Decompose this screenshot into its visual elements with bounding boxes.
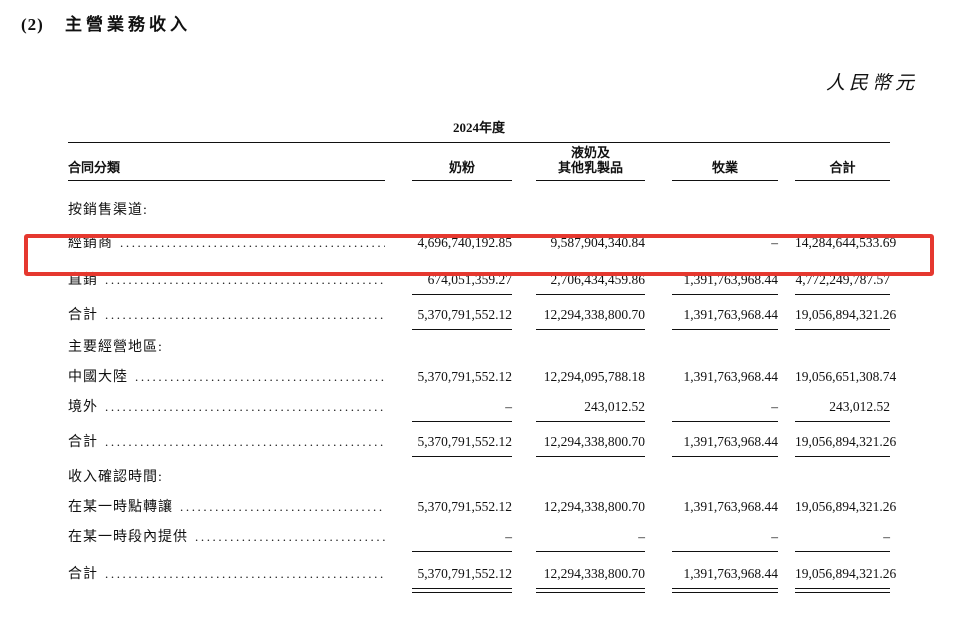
cell-ranching: 1,391,763,968.44 [672, 564, 778, 593]
table-row-over-time: 在某一時段內提供 – – – – [68, 527, 890, 552]
row-label: 中國大陸 [68, 367, 385, 388]
page-heading: (2) 主營業務收入 [21, 10, 191, 35]
table-row-overseas: 境外 – 243,012.52 – 243,012.52 [68, 397, 890, 422]
col-header-contract-classification: 合同分類 [68, 160, 385, 181]
cell-total: 243,012.52 [795, 397, 890, 422]
cell-ranching: 1,391,763,968.44 [683, 499, 779, 514]
cell-liquid-milk: 2,706,434,459.86 [536, 270, 645, 295]
leader-dots [105, 432, 385, 452]
cell-milk-powder: 5,370,791,552.12 [412, 305, 512, 330]
table-row-distributors: 經銷商 4,696,740,192.85 9,587,904,340.84 – … [68, 233, 897, 254]
table-row-grand-total: 合計 5,370,791,552.12 12,294,338,800.70 1,… [68, 564, 896, 593]
cell-total: 19,056,651,308.74 [795, 369, 897, 384]
cell-total: 14,284,644,533.69 [795, 235, 897, 250]
leader-dots [105, 270, 385, 290]
cell-liquid-milk: 12,294,095,788.18 [543, 369, 645, 384]
cell-milk-powder: – [412, 527, 512, 552]
cell-ranching: 1,391,763,968.44 [672, 270, 778, 295]
row-label: 合計 [68, 564, 385, 589]
table-row-direct-sales: 直銷 674,051,359.27 2,706,434,459.86 1,391… [68, 270, 890, 295]
cell-liquid-milk: 243,012.52 [536, 397, 645, 422]
cell-liquid-milk: 12,294,338,800.70 [536, 305, 645, 330]
row-label: 直銷 [68, 270, 385, 295]
section-number: (2) [21, 15, 44, 34]
leader-dots [105, 564, 385, 584]
cell-liquid-milk: 12,294,338,800.70 [543, 499, 645, 514]
cell-ranching: – [672, 397, 778, 422]
row-label: 境外 [68, 397, 385, 422]
cell-liquid-milk: 12,294,338,800.70 [536, 564, 645, 593]
table-row-subtotal-region: 合計 5,370,791,552.12 12,294,338,800.70 1,… [68, 432, 896, 457]
cell-total: 19,056,894,321.26 [795, 432, 896, 457]
leader-dots [105, 305, 385, 325]
row-label: 在某一時段內提供 [68, 527, 385, 552]
cell-milk-powder: – [412, 397, 512, 422]
cell-milk-powder: 5,370,791,552.12 [417, 369, 513, 384]
cell-liquid-milk: 12,294,338,800.70 [536, 432, 645, 457]
cell-milk-powder: 5,370,791,552.12 [412, 432, 512, 457]
table-row-mainland-china: 中國大陸 5,370,791,552.12 12,294,095,788.18 … [68, 367, 897, 388]
cell-liquid-milk: 9,587,904,340.84 [550, 235, 646, 250]
page-title: 主營業務收入 [65, 15, 191, 34]
currency-note: 人民幣元 [825, 73, 918, 94]
table-row-point-in-time: 在某一時點轉讓 5,370,791,552.12 12,294,338,800.… [68, 497, 897, 518]
cell-ranching: – [672, 527, 778, 552]
row-label: 在某一時點轉讓 [68, 497, 385, 518]
cell-total: 19,056,894,321.26 [795, 305, 896, 330]
cell-ranching: 1,391,763,968.44 [672, 432, 778, 457]
column-header-row: 合同分類 奶粉 液奶及 其他乳製品 牧業 合計 [68, 145, 890, 181]
cell-milk-powder: 5,370,791,552.12 [417, 499, 513, 514]
row-label: 合計 [68, 305, 385, 330]
section-heading-recognition-timing: 收入確認時間: [68, 470, 163, 485]
cell-total: 19,056,894,321.26 [795, 499, 897, 514]
cell-milk-powder: 4,696,740,192.85 [417, 235, 513, 250]
col-header-total: 合計 [795, 160, 890, 181]
leader-dots [180, 497, 385, 517]
cell-milk-powder: 5,370,791,552.12 [412, 564, 512, 593]
cell-ranching: 1,391,763,968.44 [683, 369, 779, 384]
section-heading-sales-channel: 按銷售渠道: [68, 203, 148, 218]
col-header-milk-powder: 奶粉 [412, 160, 512, 181]
col-header-liquid-milk: 液奶及 其他乳製品 [536, 145, 645, 181]
cell-ranching: 1,391,763,968.44 [672, 305, 778, 330]
section-heading-regions: 主要經營地區: [68, 340, 163, 355]
cell-total: 4,772,249,787.57 [795, 270, 890, 295]
leader-dots [195, 527, 385, 547]
col-header-ranching: 牧業 [672, 160, 778, 181]
cell-ranching: – [771, 235, 778, 250]
leader-dots [135, 367, 385, 387]
cell-milk-powder: 674,051,359.27 [412, 270, 512, 295]
row-label: 合計 [68, 432, 385, 457]
leader-dots [105, 397, 385, 417]
row-label: 經銷商 [68, 233, 385, 254]
revenue-table: 2024年度 合同分類 奶粉 液奶及 其他乳製品 牧業 合計 按銷售渠道: 經銷商… [68, 115, 897, 593]
cell-total: – [795, 527, 890, 552]
cell-total: 19,056,894,321.26 [795, 564, 896, 593]
leader-dots [120, 233, 385, 253]
period-header: 2024年度 [68, 115, 890, 143]
table-row-subtotal-channel: 合計 5,370,791,552.12 12,294,338,800.70 1,… [68, 305, 896, 330]
cell-liquid-milk: – [536, 527, 645, 552]
